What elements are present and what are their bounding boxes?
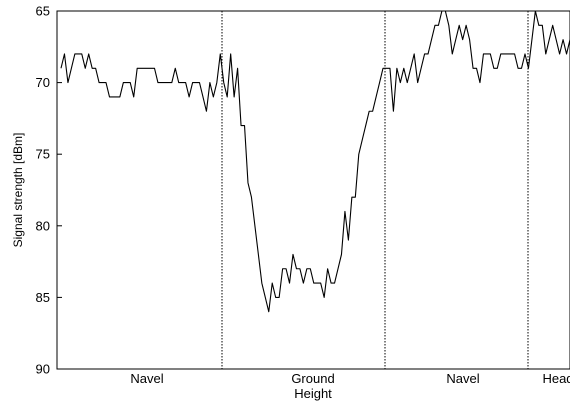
axes: 65 70 75 80 85 90 bbox=[36, 4, 570, 377]
signal-line bbox=[60, 10, 570, 313]
series-layer bbox=[60, 10, 570, 313]
region-dividers bbox=[221, 11, 529, 369]
region-label: Head bbox=[542, 371, 570, 386]
region-label: Navel bbox=[446, 371, 479, 386]
y-tick-label: 80 bbox=[36, 218, 50, 233]
region-labels: Navel Ground Height Navel Head bbox=[130, 371, 570, 401]
y-tick-label: 85 bbox=[36, 290, 50, 305]
y-tick-label: 90 bbox=[36, 362, 50, 377]
region-label: Ground Height bbox=[291, 371, 334, 401]
y-tick-label: 75 bbox=[36, 147, 50, 162]
y-tick-label: 65 bbox=[36, 4, 50, 19]
region-label: Navel bbox=[130, 371, 163, 386]
y-axis-label: Signal strength [dBm] bbox=[11, 133, 25, 248]
y-tick-label: 70 bbox=[36, 75, 50, 90]
plot-frame bbox=[56, 10, 570, 370]
